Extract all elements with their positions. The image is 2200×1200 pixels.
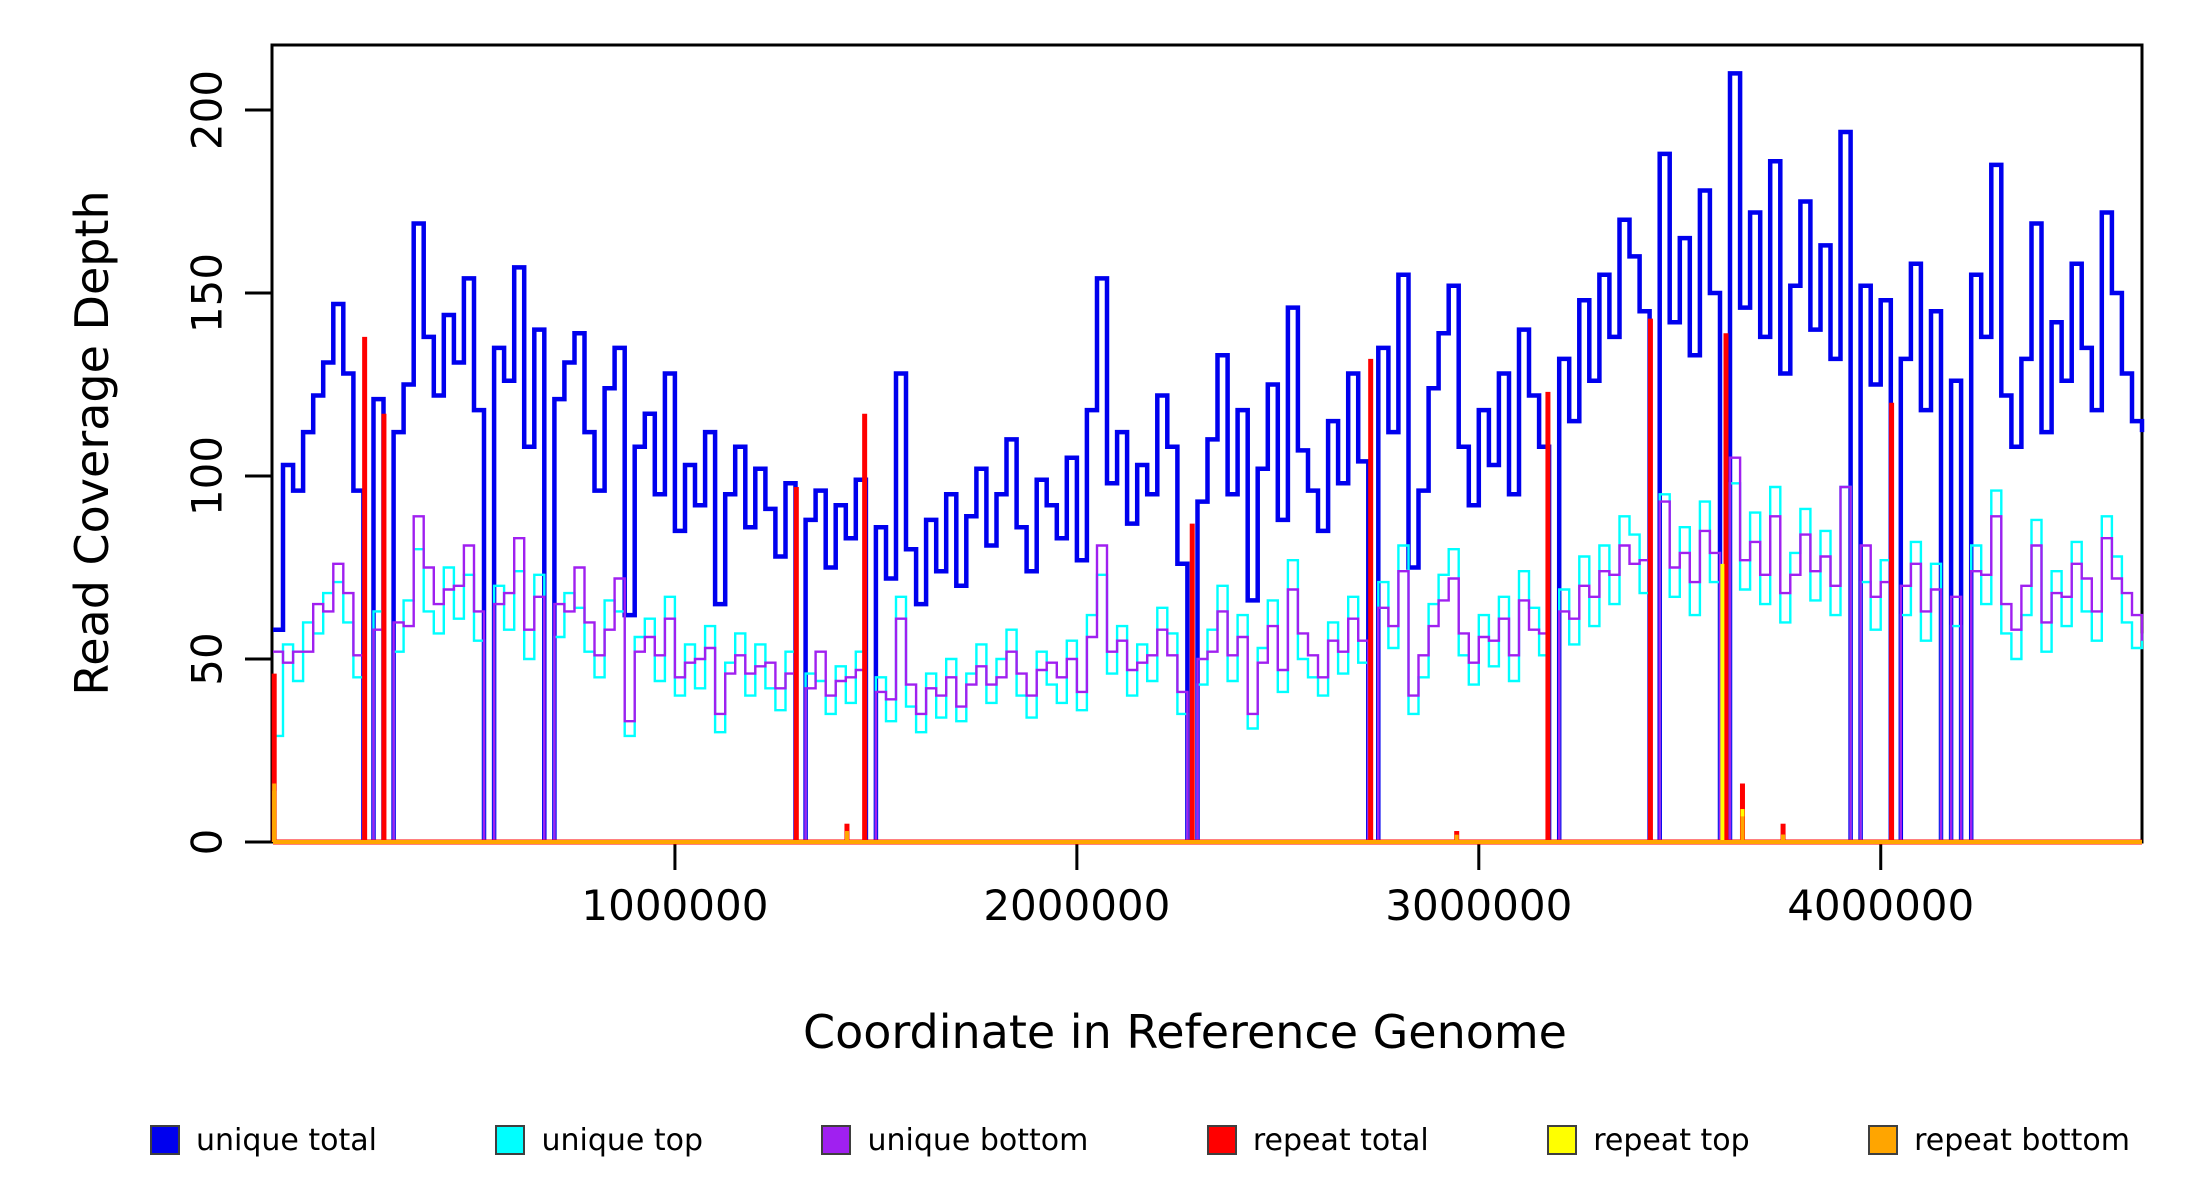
x-tick-label: 1000000 — [581, 881, 768, 930]
legend-swatch-unique-bottom — [821, 1125, 852, 1155]
legend-label-repeat-total: repeat total — [1252, 1122, 1429, 1158]
legend-swatch-unique-top — [495, 1125, 526, 1155]
legend-label-unique-top: unique top — [541, 1122, 704, 1158]
series-unique-total — [273, 71, 2145, 845]
plot-legend: unique total unique top unique bottom repea… — [150, 1108, 2130, 1172]
legend-label-unique-total: unique total — [196, 1122, 378, 1158]
x-axis-title: Coordinate in Reference Genome — [803, 1005, 1567, 1059]
y-tick-label: 0 — [183, 829, 232, 856]
series-unique-top — [273, 482, 2144, 844]
y-tick-label: 200 — [183, 70, 232, 150]
x-tick-label: 2000000 — [983, 881, 1170, 930]
y-axis-title: Read Coverage Depth — [65, 190, 119, 696]
legend-label-repeat-bottom: repeat bottom — [1914, 1122, 2130, 1158]
legend-item-unique-top: unique top — [495, 1123, 703, 1158]
y-tick-label: 100 — [183, 436, 232, 516]
legend-item-unique-bottom: unique bottom — [821, 1123, 1088, 1158]
series-unique-bottom — [273, 456, 2144, 844]
legend-swatch-repeat-bottom — [1868, 1125, 1899, 1155]
legend-item-unique-total: unique total — [150, 1123, 377, 1158]
y-tick-label: 150 — [183, 253, 232, 333]
legend-item-repeat-bottom: repeat bottom — [1868, 1123, 2130, 1158]
legend-label-repeat-top: repeat top — [1593, 1122, 1750, 1158]
y-tick-label: 50 — [183, 632, 232, 685]
x-tick-label: 4000000 — [1787, 881, 1974, 930]
x-tick-label: 3000000 — [1385, 881, 1572, 930]
legend-item-repeat-total: repeat total — [1206, 1122, 1429, 1158]
legend-swatch-unique-total — [150, 1125, 180, 1155]
legend-label-unique-bottom: unique bottom — [867, 1122, 1089, 1158]
legend-swatch-repeat-total — [1206, 1125, 1237, 1155]
legend-item-repeat-top: repeat top — [1547, 1122, 1750, 1158]
legend-swatch-repeat-top — [1547, 1125, 1578, 1155]
